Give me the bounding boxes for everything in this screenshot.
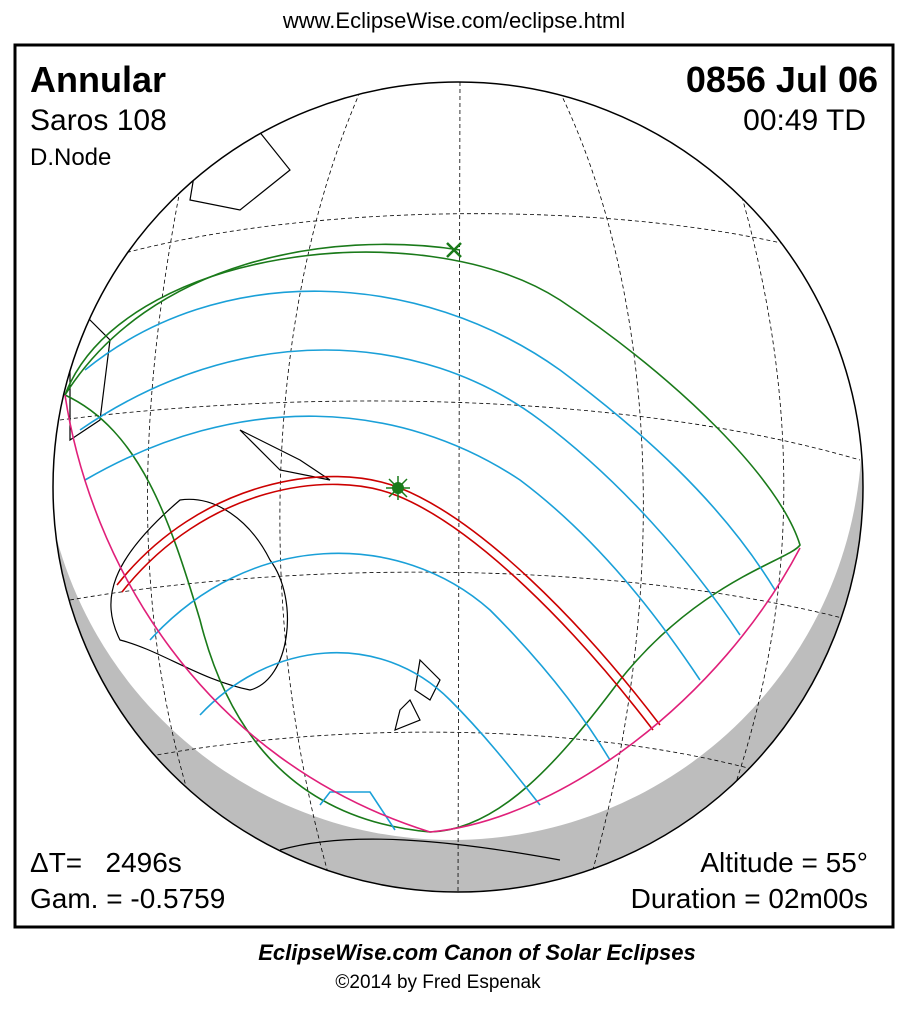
url: www.EclipseWise.com/eclipse.html: [282, 8, 625, 33]
magnitude-line: [79, 349, 741, 636]
graticule: [59, 82, 861, 892]
magnitude-lines: [79, 290, 776, 831]
eclipse-type: Annular: [30, 59, 166, 100]
day-side: [53, 82, 862, 840]
duration: Duration = 02m00s: [631, 883, 868, 914]
date: 0856 Jul 06: [686, 59, 878, 100]
meridian: [147, 189, 191, 801]
antarctica: [279, 838, 561, 861]
meridian: [279, 91, 361, 881]
altitude: Altitude = 55°: [700, 847, 868, 878]
time: 00:49 TD: [743, 104, 866, 137]
gamma: Gam. = -0.5759: [30, 883, 225, 914]
australia: [110, 498, 288, 691]
sunrise-sunset-limit: [64, 394, 801, 833]
magnitude-line: [199, 651, 541, 806]
node: D.Node: [30, 144, 111, 171]
greatest-eclipse-star: [386, 476, 410, 500]
new-zealand: [394, 658, 441, 731]
delta-t: ΔT= 2496s: [30, 847, 182, 878]
globe: [53, 82, 863, 892]
saros: Saros 108: [30, 104, 167, 137]
parallel: [59, 400, 861, 461]
coastlines: [69, 119, 561, 861]
magnitude-line: [149, 552, 611, 761]
meridian: [457, 82, 461, 892]
magnitude-line: [84, 415, 701, 681]
penumbral-limit: [64, 243, 461, 396]
footer-credit: ©2014 by Fred Espenak: [335, 972, 541, 993]
new-guinea: [239, 429, 331, 481]
penumbral-limit: [63, 251, 801, 833]
meridian: [559, 91, 644, 881]
magnitude-line: [84, 290, 776, 591]
globe-outline: [52, 81, 864, 893]
magnitude-line: [319, 791, 396, 831]
greatest-eclipse-subsolar: [446, 242, 462, 258]
parallel: [99, 213, 811, 261]
footer-title: EclipseWise.com Canon of Solar Eclipses: [258, 940, 696, 965]
asia-coast: [69, 298, 111, 442]
parallel: [69, 571, 851, 621]
